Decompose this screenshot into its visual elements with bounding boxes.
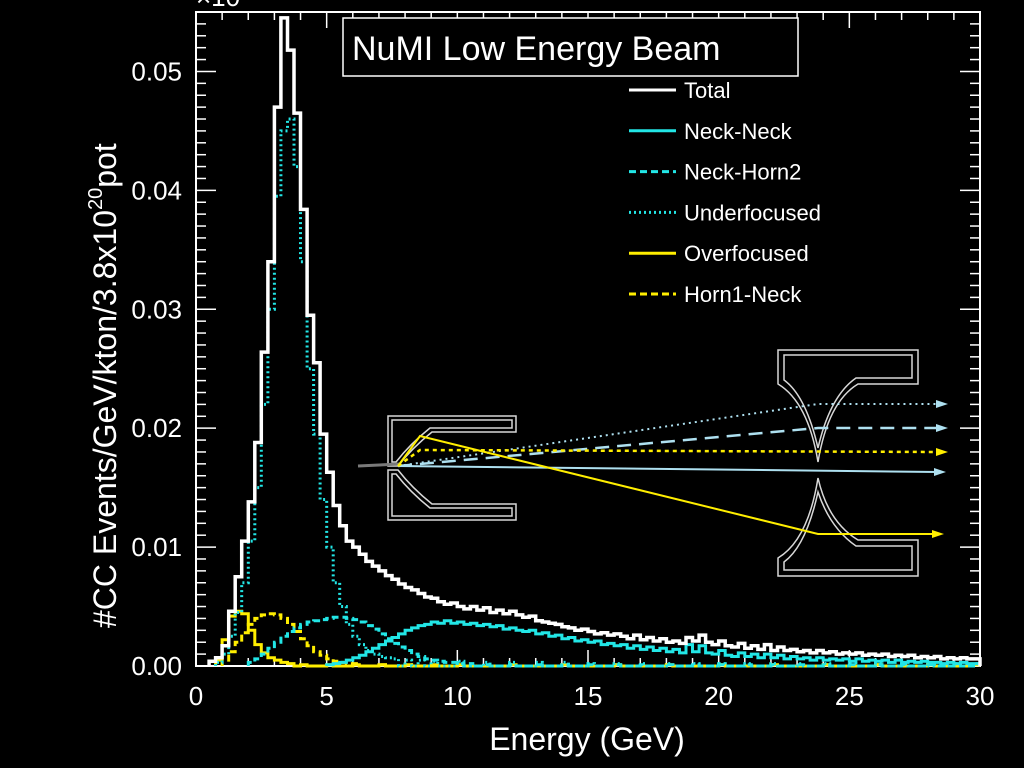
axis-tick-labels: 0 5 10 15 20 25 30 0.00 0.01 0.02 0.03 0.04 0.05 (131, 56, 994, 711)
upstream-beam-line (357, 462, 401, 468)
y-tick-label: 0.02 (131, 413, 182, 443)
x-tick-label: 10 (443, 681, 472, 711)
horn-focusing-schematic (357, 349, 948, 577)
legend-label: Neck-Neck (684, 119, 793, 144)
series-total (207, 16, 982, 666)
legend-item-total: Total (629, 78, 730, 103)
legend-item-overfocused: Overfocused (629, 241, 809, 266)
legend: Total Neck-Neck Neck-Horn2 Underfocused Over… (629, 78, 821, 307)
legend-item-horn1-neck: Horn1-Neck (629, 282, 802, 307)
x-tick-label: 5 (319, 681, 333, 711)
horn1-neck-trajectory (397, 448, 948, 468)
y-tick-label: 0.04 (131, 175, 182, 205)
chart-title-box: NuMI Low Energy Beam (342, 17, 799, 77)
x-tick-label: 0 (189, 681, 203, 711)
y-multiplier-label: ×10 (196, 0, 240, 12)
chart-title: NuMI Low Energy Beam (352, 30, 721, 68)
underfocused-trajectory (397, 400, 948, 467)
series-neck-horn2 (246, 615, 982, 668)
legend-label: Underfocused (684, 200, 821, 225)
neck-neck-trajectory (397, 465, 946, 476)
y-tick-label: 0.01 (131, 532, 182, 562)
legend-item-neck-horn2: Neck-Horn2 (629, 160, 801, 185)
series-neck-neck (325, 619, 982, 667)
y-tick-label: 0.00 (131, 651, 182, 681)
legend-label: Total (684, 78, 730, 103)
series-layer (207, 16, 982, 668)
x-tick-label: 20 (704, 681, 733, 711)
y-axis-title-suffix: pot (87, 143, 123, 188)
neck-horn2-trajectory (397, 424, 948, 468)
y-axis-title: #CC Events/GeV/kton/3.8x1020pot (85, 143, 123, 628)
x-axis-title: Energy (GeV) (489, 721, 685, 757)
legend-label: Neck-Horn2 (684, 160, 801, 185)
y-tick-label: 0.05 (131, 56, 182, 86)
legend-item-underfocused: Underfocused (629, 200, 821, 225)
overfocused-trajectory (397, 434, 944, 538)
y-axis-title-exponent: 20 (85, 188, 107, 210)
series-overfocused (214, 609, 982, 668)
y-tick-label: 0.03 (131, 294, 182, 324)
legend-label: Overfocused (684, 241, 809, 266)
series-underfocused (214, 117, 982, 668)
y-axis-title-main: #CC Events/GeV/kton/3.8x10 (87, 210, 123, 628)
x-tick-label: 30 (966, 681, 995, 711)
legend-label: Horn1-Neck (684, 282, 802, 307)
x-tick-label: 25 (835, 681, 864, 711)
x-tick-label: 15 (574, 681, 603, 711)
legend-item-neck-neck: Neck-Neck (629, 119, 793, 144)
horn2-schematic (777, 349, 919, 577)
